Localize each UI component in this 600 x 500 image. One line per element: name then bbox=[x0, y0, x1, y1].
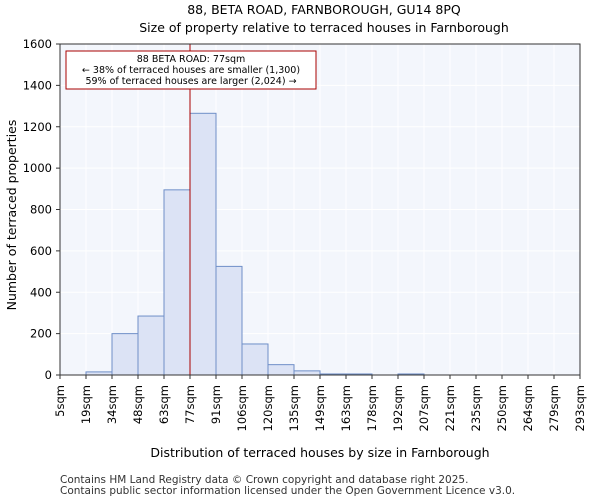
x-tick-label: 235sqm bbox=[469, 385, 483, 431]
x-tick-label: 120sqm bbox=[261, 385, 275, 431]
y-tick-label: 1000 bbox=[23, 161, 52, 175]
annotation-box bbox=[65, 50, 317, 90]
annotation-line: ← 38% of terraced houses are smaller (1,… bbox=[82, 65, 300, 76]
x-axis-label: Distribution of terraced houses by size … bbox=[150, 445, 489, 460]
y-tick-label: 1200 bbox=[23, 120, 52, 134]
y-axis-label: Number of terraced properties bbox=[4, 120, 19, 311]
bar bbox=[111, 333, 139, 376]
y-tick-label: 800 bbox=[30, 203, 52, 217]
bar bbox=[163, 189, 191, 376]
x-tick-label: 149sqm bbox=[313, 385, 327, 431]
y-tick-label: 1600 bbox=[23, 37, 52, 51]
annotation-line: 88 BETA ROAD: 77sqm bbox=[137, 54, 245, 65]
x-tick-label: 279sqm bbox=[547, 385, 561, 431]
x-tick-label: 91sqm bbox=[209, 385, 223, 424]
y-tick-label: 400 bbox=[30, 285, 52, 299]
bar bbox=[215, 265, 243, 376]
x-tick-label: 63sqm bbox=[157, 385, 171, 424]
y-tick-label: 0 bbox=[45, 368, 52, 382]
footer-line-1: Contains HM Land Registry data © Crown c… bbox=[60, 474, 468, 486]
annotation-line: 59% of terraced houses are larger (2,024… bbox=[85, 76, 296, 87]
x-tick-label: 163sqm bbox=[339, 385, 353, 431]
y-tick-label: 600 bbox=[30, 244, 52, 258]
property-marker: 88 BETA ROAD: 77sqm← 38% of terraced hou… bbox=[65, 44, 317, 375]
y-tick-label: 200 bbox=[30, 327, 52, 341]
x-tick-label: 48sqm bbox=[131, 385, 145, 424]
x-tick-label: 178sqm bbox=[365, 385, 379, 431]
x-tick-label: 77sqm bbox=[183, 385, 197, 424]
footer-line-2: Contains public sector information licen… bbox=[60, 485, 515, 497]
x-tick-label: 135sqm bbox=[287, 385, 301, 431]
y-axis-ticks: 0 200 400 600 800 1000 1200 1400 1600 bbox=[23, 37, 60, 382]
x-tick-label: 207sqm bbox=[417, 385, 431, 431]
x-tick-label: 106sqm bbox=[235, 385, 249, 431]
x-tick-label: 250sqm bbox=[495, 385, 509, 431]
x-tick-label: 192sqm bbox=[391, 385, 405, 431]
x-axis-ticks: 5sqm 19sqm 34sqm 48sqm 63sqm 77sqm 91sqm 106sqm… bbox=[53, 375, 587, 431]
x-tick-label: 34sqm bbox=[105, 385, 119, 424]
bar bbox=[189, 112, 217, 376]
x-tick-label: 293sqm bbox=[573, 385, 587, 431]
bar bbox=[267, 364, 295, 376]
x-tick-label: 221sqm bbox=[443, 385, 457, 431]
bar bbox=[241, 343, 269, 376]
y-tick-label: 1400 bbox=[23, 78, 52, 92]
bar bbox=[293, 370, 321, 376]
chart-subtitle: Size of property relative to terraced ho… bbox=[139, 20, 509, 35]
chart-title: 88, BETA ROAD, FARNBOROUGH, GU14 8PQ bbox=[187, 2, 461, 17]
bar bbox=[137, 315, 165, 376]
x-tick-label: 264sqm bbox=[521, 385, 535, 431]
x-tick-label: 5sqm bbox=[53, 385, 67, 417]
x-tick-label: 19sqm bbox=[79, 385, 93, 424]
